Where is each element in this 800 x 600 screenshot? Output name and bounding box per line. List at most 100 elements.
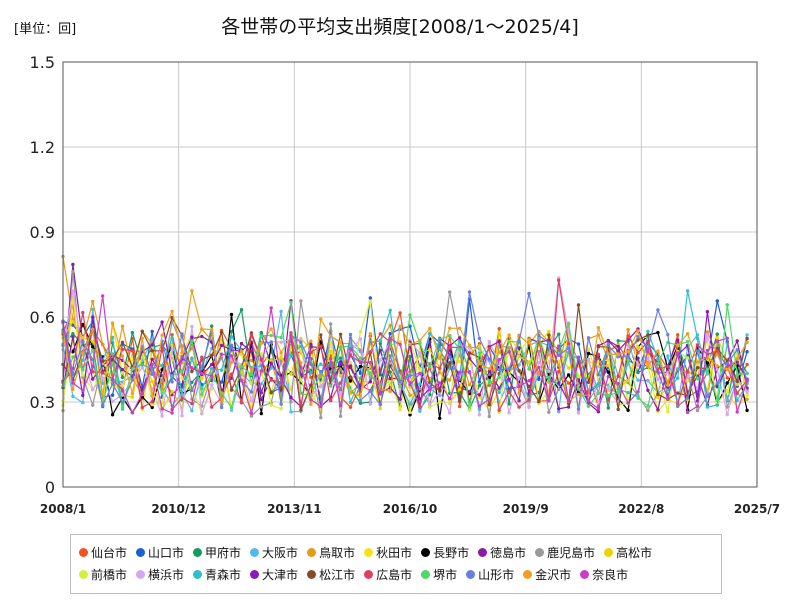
data-point bbox=[646, 340, 650, 344]
data-point bbox=[71, 289, 75, 293]
data-point bbox=[269, 340, 273, 345]
data-point bbox=[636, 396, 640, 400]
y-tick-label: 0.6 bbox=[30, 308, 55, 327]
data-point bbox=[81, 322, 85, 327]
data-point bbox=[378, 339, 382, 343]
data-point bbox=[120, 354, 125, 358]
data-point bbox=[705, 367, 710, 371]
data-point bbox=[497, 339, 501, 344]
data-point bbox=[398, 408, 402, 412]
data-point bbox=[289, 410, 293, 414]
data-point bbox=[725, 412, 729, 417]
data-point bbox=[130, 331, 135, 335]
data-point bbox=[279, 407, 283, 411]
data-point bbox=[368, 296, 372, 300]
data-point bbox=[606, 343, 610, 347]
data-point bbox=[190, 356, 194, 361]
data-point bbox=[695, 408, 700, 413]
data-point bbox=[576, 355, 581, 359]
data-point bbox=[507, 411, 511, 415]
x-tick-label: 2016/10 bbox=[383, 502, 437, 516]
data-point bbox=[606, 339, 610, 343]
data-point bbox=[101, 376, 105, 380]
legend-label: 奈良市 bbox=[592, 567, 629, 582]
legend-marker bbox=[364, 547, 374, 557]
data-point bbox=[71, 355, 75, 359]
data-point bbox=[685, 289, 690, 293]
data-point bbox=[180, 332, 184, 336]
legend-marker bbox=[193, 547, 203, 557]
data-point bbox=[408, 393, 412, 397]
data-point bbox=[695, 349, 700, 353]
data-point bbox=[388, 308, 392, 312]
data-point bbox=[329, 357, 333, 361]
legend-label: 山口市 bbox=[148, 545, 185, 560]
data-point bbox=[180, 355, 184, 359]
data-point bbox=[537, 333, 541, 337]
data-point bbox=[81, 336, 85, 340]
data-point bbox=[81, 388, 85, 393]
data-point bbox=[418, 367, 422, 371]
data-point bbox=[388, 354, 392, 358]
series-layer bbox=[61, 254, 749, 420]
data-point bbox=[646, 364, 650, 368]
data-point bbox=[438, 347, 442, 351]
data-point bbox=[576, 407, 581, 411]
data-point bbox=[180, 383, 184, 387]
legend-item: 金沢市 bbox=[523, 566, 571, 583]
data-point bbox=[319, 362, 323, 366]
data-point bbox=[428, 326, 432, 331]
data-point bbox=[239, 341, 244, 346]
data-point bbox=[319, 317, 323, 321]
x-tick-label: 2010/12 bbox=[151, 502, 205, 516]
data-point bbox=[477, 384, 482, 388]
data-point bbox=[438, 400, 442, 404]
data-point bbox=[338, 332, 343, 336]
data-point bbox=[329, 334, 333, 338]
data-point bbox=[477, 351, 482, 355]
x-tick-label: 2013/11 bbox=[267, 502, 321, 516]
data-point bbox=[666, 364, 670, 369]
data-point bbox=[477, 344, 482, 348]
data-point bbox=[130, 367, 135, 371]
legend-marker bbox=[307, 569, 317, 579]
data-point bbox=[487, 414, 491, 419]
data-point bbox=[557, 381, 561, 385]
data-point bbox=[140, 391, 144, 396]
data-point bbox=[110, 321, 115, 325]
data-point bbox=[557, 332, 561, 336]
data-point bbox=[229, 372, 234, 376]
data-point bbox=[646, 348, 650, 352]
data-point bbox=[110, 393, 115, 397]
data-point bbox=[418, 386, 422, 391]
data-point bbox=[309, 362, 313, 367]
data-point bbox=[448, 355, 452, 359]
data-point bbox=[685, 379, 690, 383]
data-point bbox=[626, 334, 630, 338]
data-point bbox=[180, 376, 184, 380]
data-point bbox=[685, 332, 690, 336]
data-point bbox=[269, 306, 273, 310]
data-point bbox=[210, 328, 214, 332]
legend-marker bbox=[193, 569, 203, 579]
data-point bbox=[190, 335, 194, 339]
legend-item: 鳥取市 bbox=[307, 544, 355, 561]
data-point bbox=[101, 381, 105, 385]
data-point bbox=[745, 408, 749, 413]
legend-label: 大阪市 bbox=[262, 545, 299, 560]
data-point bbox=[408, 354, 412, 359]
series-line bbox=[62, 302, 748, 410]
data-point bbox=[418, 405, 422, 409]
data-point bbox=[666, 354, 670, 358]
data-point bbox=[249, 398, 254, 403]
data-point bbox=[745, 390, 749, 394]
data-point bbox=[368, 299, 372, 303]
data-point bbox=[279, 388, 283, 392]
data-point bbox=[586, 399, 591, 403]
data-point bbox=[586, 380, 591, 384]
data-point bbox=[249, 411, 254, 415]
data-point bbox=[210, 363, 214, 367]
data-point bbox=[477, 361, 482, 366]
data-point bbox=[408, 410, 412, 414]
data-point bbox=[348, 405, 353, 409]
